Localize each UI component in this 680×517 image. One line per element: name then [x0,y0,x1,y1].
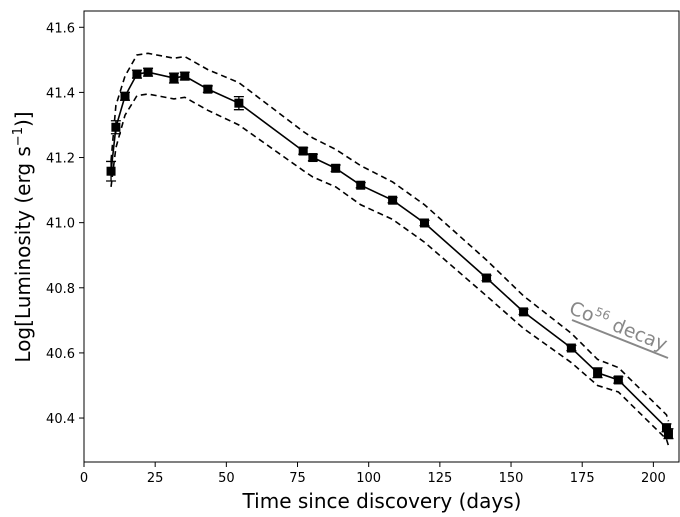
annotation: Co56 decay [566,295,671,355]
dashed-line [110,52,670,422]
y-label-text: )] [11,111,35,127]
y-tick-label: 41.4 [46,86,75,101]
y-tick-label: 41.2 [46,152,75,167]
marker [482,273,492,283]
x-tick-label: 200 [641,471,666,486]
y-tick-label: 41.0 [46,217,75,232]
y-tick-label: 40.8 [46,282,75,297]
marker [120,91,130,101]
marker [308,153,318,163]
x-tick-label: 125 [427,471,452,486]
x-tick-label: 50 [218,471,235,486]
marker [593,368,603,378]
y-axis-label: Log[Luminosity (erg s−1)] [11,111,35,362]
marker [132,69,142,79]
annotation-text: Co [566,297,597,327]
x-tick-label: 150 [499,471,524,486]
marker [519,307,529,317]
marker [106,166,116,176]
plot-frame [83,10,680,463]
marker [613,375,623,385]
marker [298,146,308,156]
marker [143,67,153,77]
marker [111,122,121,132]
y-tick-label: 40.6 [46,347,75,362]
x-tick-label: 75 [289,471,306,486]
marker [663,429,673,439]
marker [203,84,213,94]
annotation-sup: 56 [593,305,612,324]
dashed-line [110,93,670,446]
series-line [110,71,670,434]
x-axis-label: Time since discovery (days) [242,489,522,513]
y-label-text: Log[Luminosity (erg s [11,146,35,362]
marker [419,218,429,228]
x-tick-label: 0 [80,471,88,486]
marker [234,98,244,108]
x-tick-label: 100 [356,471,381,486]
x-tick-label: 25 [147,471,164,486]
marker [356,180,366,190]
y-tick-label: 41.6 [46,21,75,36]
y-label-sup: −1 [11,127,26,146]
x-tick-label: 175 [570,471,595,486]
marker [566,343,576,353]
marker [661,423,671,433]
marker [180,71,190,81]
y-tick-label: 40.4 [46,412,75,427]
marker [331,163,341,173]
marker [169,73,179,83]
annotation-text: decay [604,312,671,356]
marker [388,195,398,205]
decay-line [571,319,669,359]
